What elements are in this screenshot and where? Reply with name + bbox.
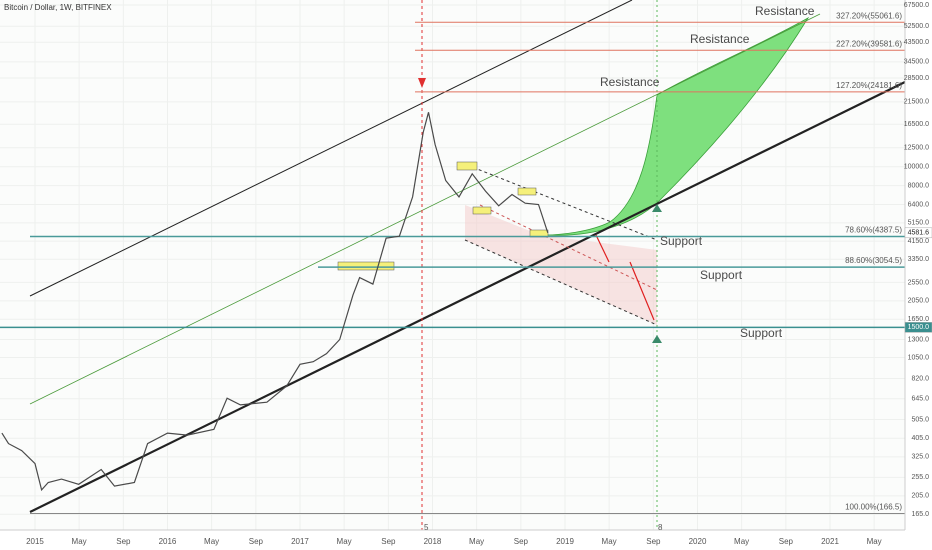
y-tick-label: 16500.0 bbox=[904, 121, 929, 128]
x-tick-label: Sep bbox=[116, 537, 131, 546]
y-tick-label: 21500.0 bbox=[904, 99, 929, 106]
y-tick-label: 325.0 bbox=[911, 454, 929, 461]
annotation: Support bbox=[700, 268, 743, 282]
y-tick-label: 3350.0 bbox=[908, 256, 930, 263]
plot: 327.20%(55061.6) 227.20%(39581.6) 127.20%(… bbox=[0, 11, 905, 514]
highlight bbox=[472, 206, 492, 215]
y-tick-label: 52500.0 bbox=[904, 23, 929, 30]
y-tick-label: 255.0 bbox=[911, 474, 929, 481]
time-axis bbox=[0, 530, 932, 550]
y-tick-label: 5150.0 bbox=[908, 220, 930, 227]
x-tick-label: 2019 bbox=[556, 537, 574, 546]
level-label: 127.20%(24181.6) bbox=[836, 81, 902, 90]
y-tick-label: 34500.0 bbox=[904, 59, 929, 66]
arrow bbox=[595, 234, 610, 263]
annotation: Resistance bbox=[600, 75, 660, 89]
x-tick-label: 2018 bbox=[424, 537, 442, 546]
highlight bbox=[456, 161, 478, 171]
x-tick-label: May bbox=[204, 537, 219, 546]
y-tick-label: 2550.0 bbox=[908, 279, 930, 286]
channel-top bbox=[461, 162, 658, 241]
highlight bbox=[517, 187, 537, 196]
arrow bbox=[629, 261, 655, 321]
grid bbox=[0, 0, 905, 530]
y-tick-label: 505.0 bbox=[911, 416, 929, 423]
price-tag bbox=[904, 322, 932, 333]
x-tick-label: 2015 bbox=[26, 537, 44, 546]
overlay: 67500.0 52500.0 43500.0 34500.0 28500.0 21500… bbox=[26, 2, 932, 546]
annotation: Support bbox=[660, 234, 703, 248]
y-tick-label: 43500.0 bbox=[904, 39, 929, 46]
y-tick-label: 67500.0 bbox=[904, 2, 929, 9]
y-tick-label: 820.0 bbox=[911, 375, 929, 382]
price-line bbox=[1, 112, 549, 492]
marker-label: 5 bbox=[424, 523, 429, 532]
y-tick-label: 205.0 bbox=[911, 493, 929, 500]
price-tag bbox=[904, 227, 932, 239]
marker-label: 8 bbox=[658, 523, 663, 532]
highlight bbox=[337, 261, 395, 271]
x-tick-label: 2021 bbox=[821, 537, 839, 546]
x-tick-label: May bbox=[469, 537, 484, 546]
y-tick-label: 1300.0 bbox=[908, 336, 930, 343]
y-tick-label: 12500.0 bbox=[904, 145, 929, 152]
y-tick-label: 405.0 bbox=[911, 435, 929, 442]
level-label: 100.00%(166.5) bbox=[845, 503, 902, 512]
y-tick-label: 2050.0 bbox=[908, 298, 930, 305]
y-tick-label: 4150.0 bbox=[908, 238, 930, 245]
annotation: Support bbox=[740, 326, 783, 340]
upper-channel bbox=[29, 0, 633, 297]
x-tick-label: May bbox=[867, 537, 882, 546]
y-tick-label: 10000.0 bbox=[904, 164, 929, 171]
x-tick-label: 2020 bbox=[689, 537, 707, 546]
down-arrow bbox=[418, 78, 426, 88]
x-tick-label: Sep bbox=[514, 537, 529, 546]
y-tick-label: 28500.0 bbox=[904, 75, 929, 82]
x-tick-label: 2016 bbox=[159, 537, 177, 546]
price-tag-label: 1500.0 bbox=[908, 324, 930, 331]
y-tick-label: 8000.0 bbox=[908, 182, 930, 189]
channel-bottom bbox=[464, 239, 658, 326]
up-arrow bbox=[652, 204, 662, 212]
level-label: 78.60%(4387.5) bbox=[845, 226, 902, 235]
y-tick-label: 645.0 bbox=[911, 396, 929, 403]
y-tick-label: 6400.0 bbox=[908, 201, 930, 208]
x-tick-label: Sep bbox=[779, 537, 794, 546]
price-tag-label: 4581.6 bbox=[908, 230, 930, 237]
annotation: Resistance bbox=[690, 32, 750, 46]
mid-channel bbox=[29, 13, 821, 405]
y-tick-label: 1650.0 bbox=[908, 316, 930, 323]
x-tick-label: May bbox=[72, 537, 87, 546]
price-axis bbox=[905, 0, 932, 550]
annotation: Resistance bbox=[755, 4, 815, 18]
level-label: 227.20%(39581.6) bbox=[836, 39, 902, 48]
x-tick-label: May bbox=[337, 537, 352, 546]
level-label: 327.20%(55061.6) bbox=[836, 11, 902, 20]
up-arrow bbox=[652, 335, 662, 343]
chart-title: Bitcoin / Dollar, 1W, BITFINEX bbox=[4, 3, 112, 12]
x-tick-label: May bbox=[734, 537, 749, 546]
x-tick-label: Sep bbox=[249, 537, 264, 546]
y-tick-label: 1050.0 bbox=[908, 354, 930, 361]
channel-mid bbox=[479, 204, 658, 291]
level-label: 88.60%(3054.5) bbox=[845, 256, 902, 265]
projection-zone bbox=[465, 205, 657, 325]
support-trendline bbox=[29, 81, 906, 513]
x-tick-label: Sep bbox=[646, 537, 661, 546]
x-tick-label: May bbox=[602, 537, 617, 546]
x-tick-label: Sep bbox=[381, 537, 396, 546]
y-tick-label: 165.0 bbox=[911, 511, 929, 518]
x-tick-label: 2017 bbox=[291, 537, 309, 546]
